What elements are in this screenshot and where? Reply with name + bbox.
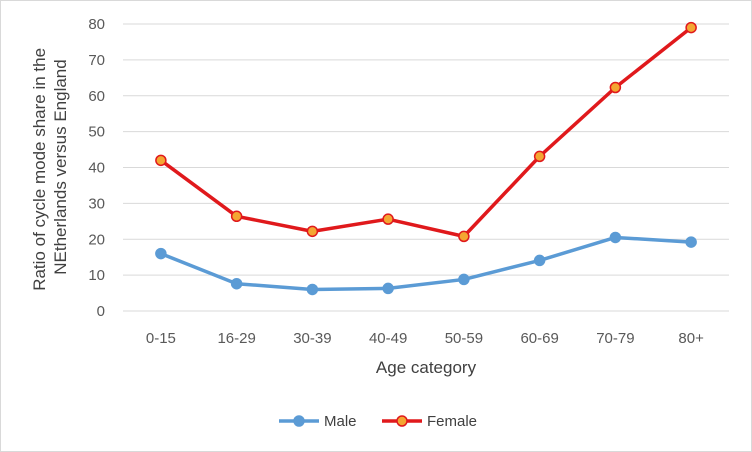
data-point-male xyxy=(458,273,470,286)
x-tick-label: 60-69 xyxy=(520,330,558,347)
data-point-female xyxy=(533,150,546,163)
legend-swatch-marker xyxy=(293,415,305,427)
data-point-female xyxy=(685,21,697,34)
y-tick-label: 50 xyxy=(88,124,105,141)
data-point-male xyxy=(306,283,319,296)
series-female xyxy=(155,21,697,243)
x-axis-ticks: 0-15 16-29 30-39 40-49 50-59 60-69 70-79 80+ xyxy=(146,330,704,347)
series xyxy=(155,21,697,296)
data-point-male xyxy=(382,282,394,295)
data-point-male xyxy=(685,236,697,248)
legend-label: Female xyxy=(427,413,477,430)
y-axis-title-line-2: NEtherlands versus England xyxy=(51,59,70,274)
legend-label: Male xyxy=(324,413,357,430)
x-tick-label: 80+ xyxy=(678,330,704,347)
x-tick-label: 16-29 xyxy=(217,330,255,347)
legend-item-male: Male xyxy=(279,413,357,430)
y-tick-label: 20 xyxy=(88,231,105,248)
data-point-male xyxy=(155,247,167,260)
x-tick-label: 40-49 xyxy=(369,330,407,347)
data-point-male xyxy=(230,277,243,290)
gridlines xyxy=(123,23,729,276)
legend: Male Female xyxy=(279,413,477,430)
x-axis-title: Age category xyxy=(376,358,477,377)
x-tick-label: 50-59 xyxy=(445,330,483,347)
data-point-male xyxy=(609,231,622,244)
x-tick-label: 70-79 xyxy=(596,330,634,347)
data-point-female xyxy=(609,81,622,94)
x-tick-label: 0-15 xyxy=(146,330,176,347)
data-point-female xyxy=(230,210,243,223)
y-tick-label: 80 xyxy=(88,16,105,33)
data-point-female xyxy=(382,213,394,225)
y-axis-ticks: 0 10 20 30 40 50 60 70 80 xyxy=(88,16,105,320)
legend-swatch-marker xyxy=(396,415,408,427)
y-tick-label: 0 xyxy=(97,303,105,320)
series-male xyxy=(155,231,697,296)
y-tick-label: 60 xyxy=(88,88,105,105)
data-point-female xyxy=(458,230,470,243)
y-tick-label: 30 xyxy=(88,195,105,212)
data-point-female xyxy=(155,154,167,167)
y-tick-label: 10 xyxy=(88,267,105,284)
y-tick-label: 70 xyxy=(88,52,105,69)
data-point-female xyxy=(306,225,319,238)
series-line-female xyxy=(159,25,693,239)
legend-item-female: Female xyxy=(382,413,477,430)
y-tick-label: 40 xyxy=(88,160,105,177)
series-line-male xyxy=(159,235,693,292)
data-point-male xyxy=(533,254,546,267)
x-tick-label: 30-39 xyxy=(293,330,331,347)
y-axis-title: Ratio of cycle mode share in the NEtherl… xyxy=(30,43,70,291)
y-axis-title-line-1: Ratio of cycle mode share in the xyxy=(30,48,49,291)
